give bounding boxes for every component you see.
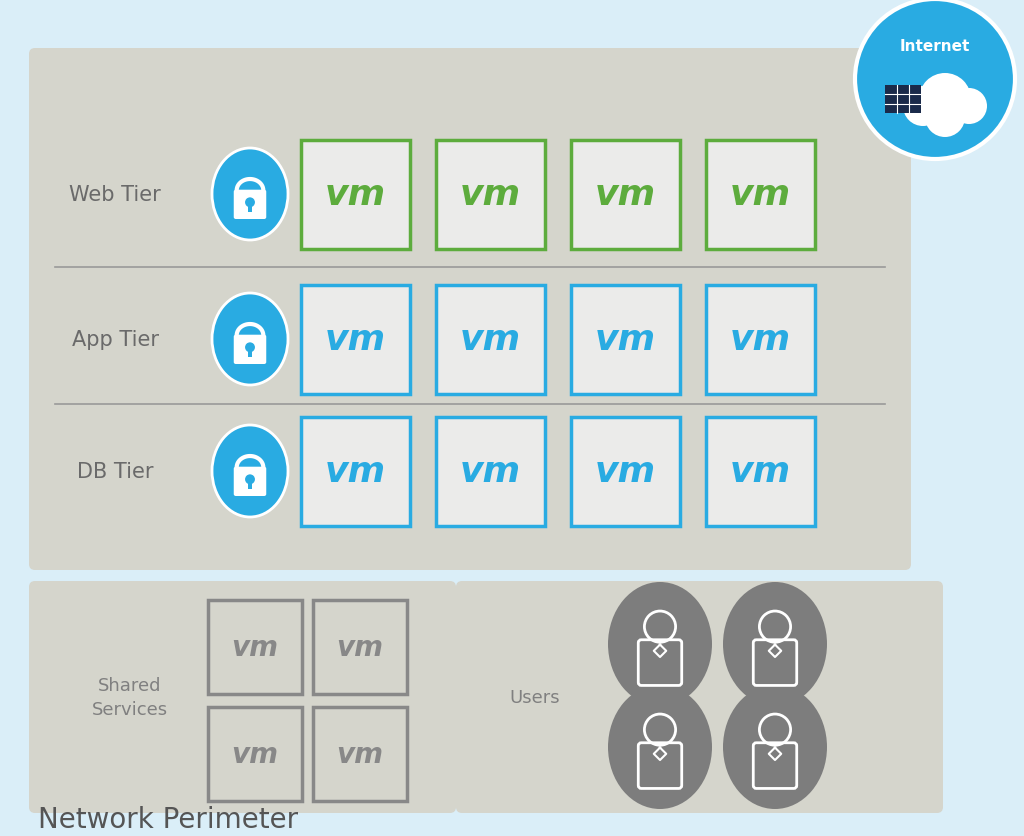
Text: vm: vm <box>231 633 279 661</box>
Text: vm: vm <box>595 455 655 488</box>
Text: vm: vm <box>729 455 791 488</box>
Bar <box>248 348 252 358</box>
FancyBboxPatch shape <box>300 417 410 526</box>
Bar <box>248 203 252 213</box>
Circle shape <box>919 74 971 126</box>
FancyBboxPatch shape <box>435 285 545 394</box>
FancyBboxPatch shape <box>570 417 680 526</box>
Ellipse shape <box>608 583 712 706</box>
Text: Web Tier: Web Tier <box>70 185 161 205</box>
Text: vm: vm <box>325 455 386 488</box>
FancyBboxPatch shape <box>456 581 943 813</box>
Ellipse shape <box>723 583 827 706</box>
Circle shape <box>245 343 255 353</box>
FancyBboxPatch shape <box>208 600 302 694</box>
Text: vm: vm <box>460 455 520 488</box>
Text: vm: vm <box>595 178 655 212</box>
FancyBboxPatch shape <box>233 467 266 497</box>
Text: vm: vm <box>729 323 791 357</box>
FancyBboxPatch shape <box>300 140 410 249</box>
Circle shape <box>245 475 255 485</box>
Ellipse shape <box>608 686 712 809</box>
FancyBboxPatch shape <box>435 417 545 526</box>
FancyBboxPatch shape <box>570 285 680 394</box>
Circle shape <box>925 98 965 138</box>
Circle shape <box>951 89 987 125</box>
FancyBboxPatch shape <box>313 707 407 801</box>
Text: vm: vm <box>231 740 279 768</box>
Text: vm: vm <box>337 740 384 768</box>
Text: vm: vm <box>595 323 655 357</box>
FancyBboxPatch shape <box>208 707 302 801</box>
FancyBboxPatch shape <box>29 49 911 570</box>
FancyBboxPatch shape <box>29 581 456 813</box>
Text: Internet: Internet <box>900 38 970 54</box>
Ellipse shape <box>723 686 827 809</box>
Circle shape <box>855 0 1015 160</box>
Text: vm: vm <box>325 178 386 212</box>
FancyBboxPatch shape <box>233 191 266 220</box>
Ellipse shape <box>212 293 288 385</box>
Ellipse shape <box>212 426 288 517</box>
Text: App Tier: App Tier <box>72 329 159 349</box>
Text: Users: Users <box>510 688 560 706</box>
Text: vm: vm <box>460 178 520 212</box>
Text: ☞: ☞ <box>910 109 924 123</box>
FancyBboxPatch shape <box>435 140 545 249</box>
FancyBboxPatch shape <box>233 335 266 364</box>
Text: vm: vm <box>729 178 791 212</box>
Ellipse shape <box>212 149 288 241</box>
Bar <box>885 86 921 114</box>
FancyBboxPatch shape <box>706 140 814 249</box>
Text: Network Perimeter: Network Perimeter <box>38 805 298 833</box>
Text: vm: vm <box>460 323 520 357</box>
Circle shape <box>245 198 255 208</box>
Text: DB Tier: DB Tier <box>77 461 154 482</box>
FancyBboxPatch shape <box>706 285 814 394</box>
Circle shape <box>903 87 943 127</box>
Bar <box>248 480 252 490</box>
Text: Shared
Services: Shared Services <box>92 676 168 718</box>
FancyBboxPatch shape <box>570 140 680 249</box>
Text: vm: vm <box>337 633 384 661</box>
FancyBboxPatch shape <box>706 417 814 526</box>
FancyBboxPatch shape <box>300 285 410 394</box>
Text: vm: vm <box>325 323 386 357</box>
FancyBboxPatch shape <box>313 600 407 694</box>
